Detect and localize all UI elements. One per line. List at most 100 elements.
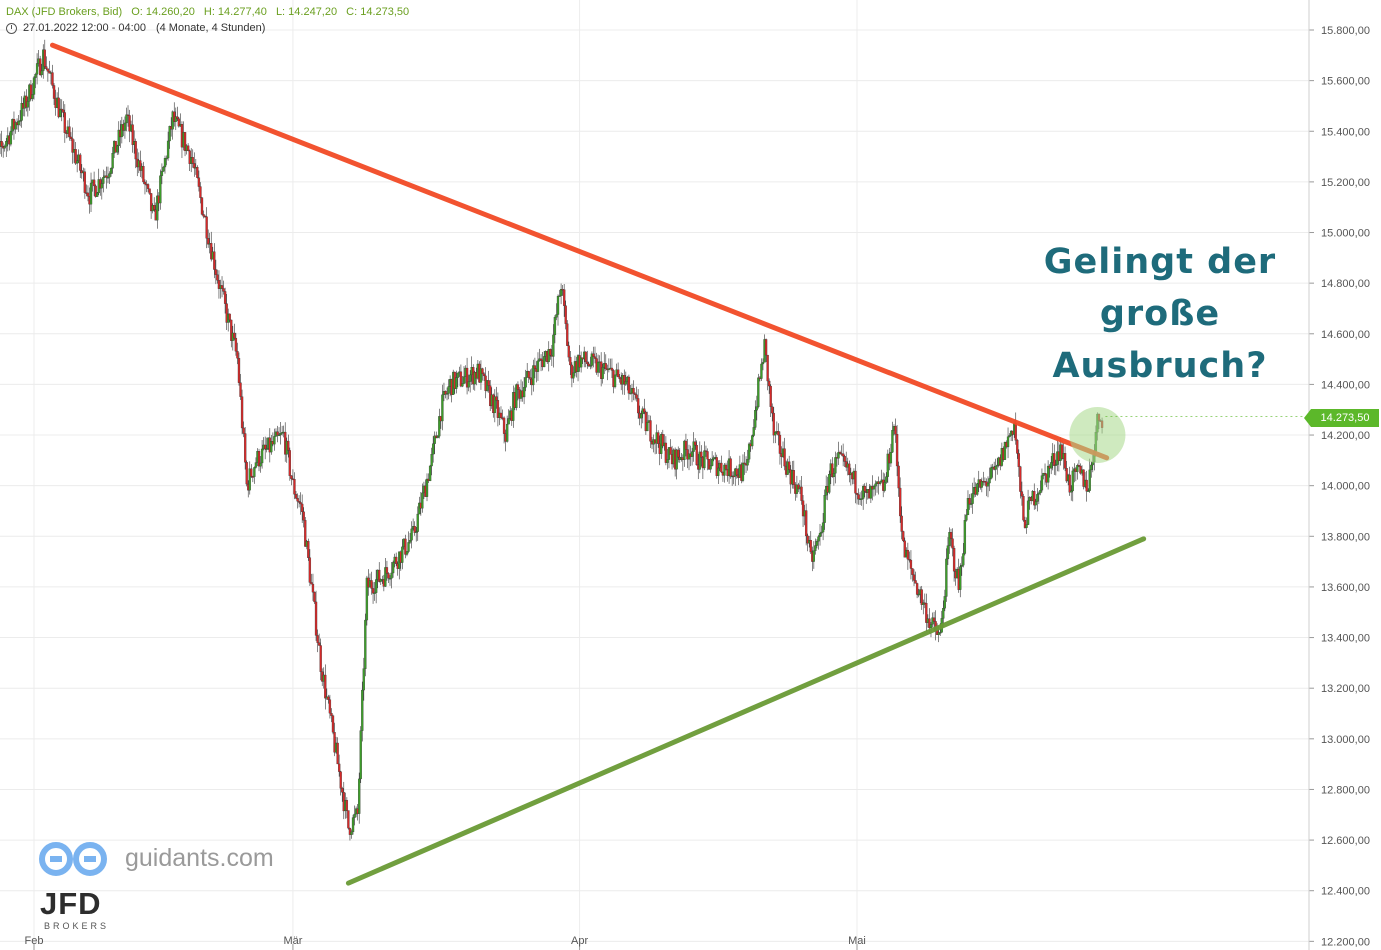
candle-up bbox=[260, 448, 264, 464]
candle-down bbox=[302, 511, 305, 521]
candle-up bbox=[430, 454, 433, 467]
open-value: O: 14.260,20 bbox=[131, 6, 195, 18]
candle-up bbox=[640, 413, 643, 419]
candle-down bbox=[897, 465, 900, 489]
candle-down bbox=[661, 434, 664, 447]
candle-up bbox=[362, 668, 365, 691]
candle-down bbox=[804, 510, 808, 537]
x-tick-label: Feb bbox=[25, 935, 44, 947]
candle-down bbox=[148, 188, 151, 194]
candle-down bbox=[149, 193, 153, 212]
y-tick-label: 12.400,00 bbox=[1321, 886, 1370, 898]
candle-down bbox=[347, 810, 350, 829]
candle-down bbox=[855, 493, 859, 495]
candle-down bbox=[202, 214, 205, 217]
candle-up bbox=[445, 393, 449, 395]
candle-up bbox=[823, 495, 826, 523]
candle-down bbox=[1063, 453, 1067, 469]
candle-down bbox=[911, 568, 914, 575]
guidants-logo-icon bbox=[39, 842, 107, 876]
candle-up bbox=[17, 120, 20, 126]
candle-up bbox=[860, 498, 863, 500]
candle-down bbox=[317, 642, 321, 646]
candle-up bbox=[31, 94, 34, 99]
candle-down bbox=[153, 205, 156, 210]
candle-down bbox=[627, 376, 631, 394]
candle-down bbox=[778, 434, 782, 454]
candle-down bbox=[225, 303, 228, 323]
candle-up bbox=[556, 295, 560, 315]
candle-down bbox=[311, 583, 315, 593]
candle-up bbox=[872, 485, 876, 490]
candle-down bbox=[131, 124, 134, 145]
candle-up bbox=[760, 363, 763, 379]
candle-up bbox=[889, 451, 893, 464]
candle-up bbox=[96, 192, 99, 197]
candle-up bbox=[747, 443, 751, 460]
low-value: L: 14.247,20 bbox=[275, 6, 338, 18]
candle-up bbox=[629, 392, 632, 395]
candle-up bbox=[418, 502, 421, 515]
candle-down bbox=[593, 356, 597, 359]
candle-down bbox=[257, 451, 261, 467]
clock-icon bbox=[6, 22, 17, 34]
candle-down bbox=[240, 396, 244, 429]
candle-up bbox=[76, 160, 79, 164]
candle-up bbox=[1054, 464, 1057, 466]
candle-up bbox=[125, 114, 128, 124]
candle-down bbox=[250, 468, 253, 477]
candle-down bbox=[914, 580, 917, 584]
candle-up bbox=[432, 443, 435, 455]
candle-up bbox=[117, 129, 120, 147]
candle-up bbox=[552, 334, 555, 357]
candle-down bbox=[197, 177, 201, 187]
candle-down bbox=[664, 442, 668, 463]
candle-down bbox=[843, 456, 846, 462]
candle-down bbox=[308, 557, 312, 583]
candle-down bbox=[371, 588, 375, 594]
candle-down bbox=[243, 433, 247, 463]
x-tick-label: Mai bbox=[848, 935, 866, 947]
candle-down bbox=[328, 699, 332, 714]
candle-up bbox=[754, 410, 757, 428]
candle-down bbox=[902, 531, 905, 541]
candle-up bbox=[100, 183, 103, 189]
candle-down bbox=[293, 479, 296, 495]
candle-up bbox=[408, 540, 412, 543]
trendlines bbox=[49, 42, 1309, 886]
y-tick-label: 15.200,00 bbox=[1321, 177, 1370, 189]
candle-down bbox=[788, 461, 791, 470]
y-tick-label: 14.000,00 bbox=[1321, 481, 1370, 493]
candle-up bbox=[1034, 501, 1037, 506]
candle-up bbox=[163, 158, 167, 168]
candle-down bbox=[768, 380, 771, 387]
candle-up bbox=[441, 394, 444, 422]
candle-down bbox=[48, 71, 51, 74]
candle-down bbox=[299, 502, 302, 505]
candle-up bbox=[596, 361, 600, 373]
candle-down bbox=[1085, 479, 1088, 492]
candle-down bbox=[223, 291, 227, 304]
candle-up bbox=[456, 372, 459, 378]
candle-up bbox=[277, 434, 281, 437]
candle-up bbox=[436, 435, 439, 439]
candle-up bbox=[1070, 490, 1073, 493]
y-tick-label: 12.800,00 bbox=[1321, 784, 1370, 796]
x-tick-label: Mär bbox=[283, 935, 302, 947]
candle-down bbox=[46, 68, 50, 72]
candle-up bbox=[988, 478, 991, 484]
candle-up bbox=[415, 531, 418, 533]
x-tick-label: Apr bbox=[571, 935, 588, 947]
candle-up bbox=[447, 386, 450, 394]
high-value: H: 14.277,40 bbox=[203, 6, 267, 18]
candle-up bbox=[558, 295, 561, 297]
candle-down bbox=[60, 108, 63, 111]
candle-down bbox=[735, 468, 738, 476]
candle-down bbox=[587, 363, 590, 367]
candle-up bbox=[1087, 490, 1090, 492]
broker-logo: JFD bbox=[40, 886, 102, 921]
candle-up bbox=[996, 464, 999, 467]
candle-up bbox=[438, 416, 441, 437]
candle-up bbox=[469, 374, 472, 382]
candle-down bbox=[1077, 465, 1081, 467]
